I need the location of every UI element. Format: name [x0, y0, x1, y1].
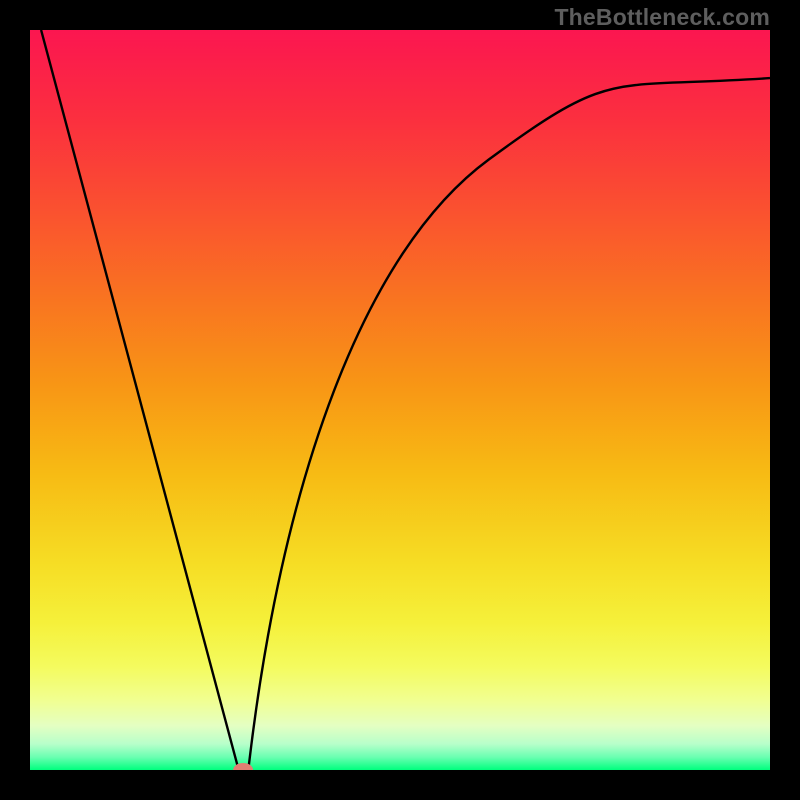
- watermark-label: TheBottleneck.com: [554, 4, 770, 31]
- chart-frame: TheBottleneck.com: [0, 0, 800, 800]
- chart-svg: [30, 30, 770, 770]
- plot-area: [30, 30, 770, 770]
